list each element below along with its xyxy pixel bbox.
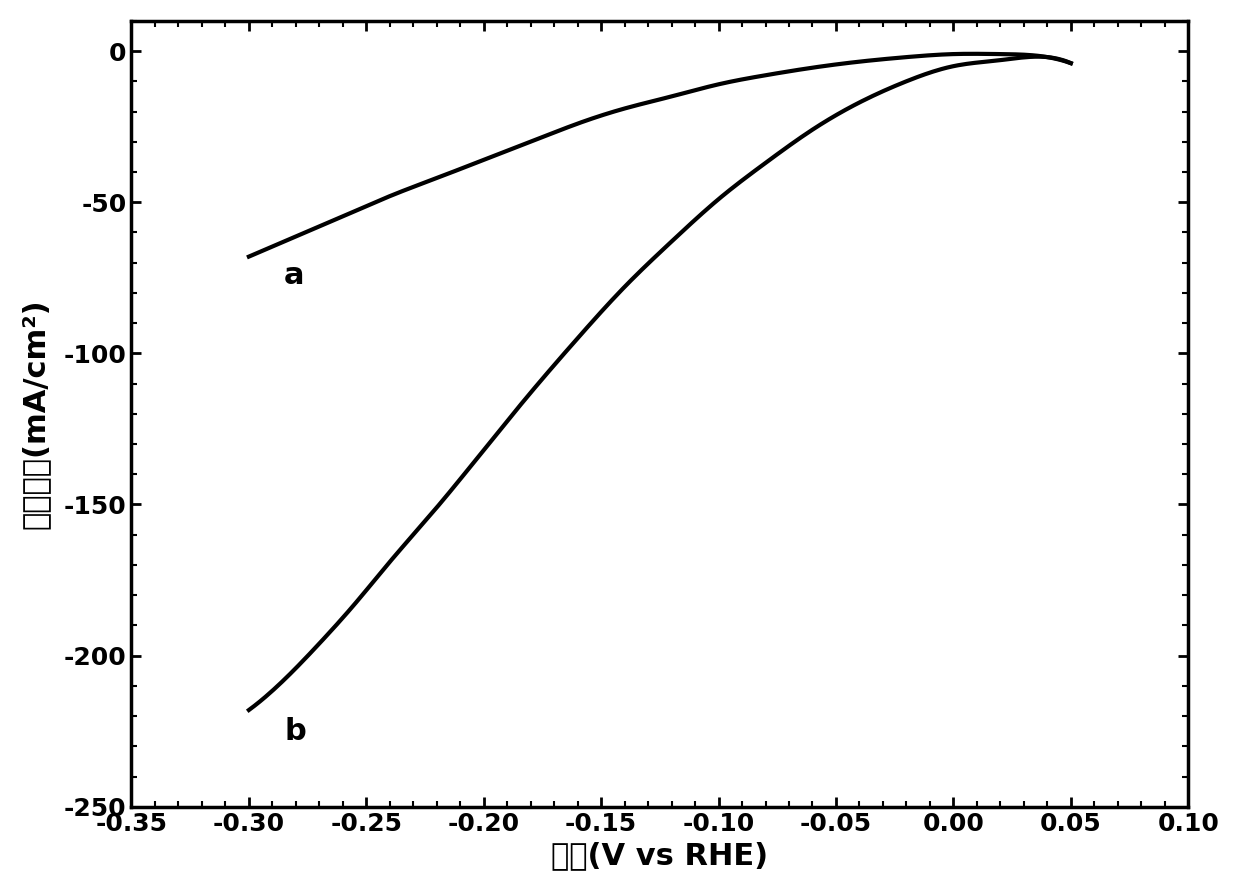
X-axis label: 电位(V vs RHE): 电位(V vs RHE)	[552, 841, 769, 871]
Y-axis label: 电流密度(mA/cm²): 电流密度(mA/cm²)	[21, 298, 50, 529]
Text: a: a	[284, 261, 305, 290]
Text: b: b	[284, 717, 306, 747]
